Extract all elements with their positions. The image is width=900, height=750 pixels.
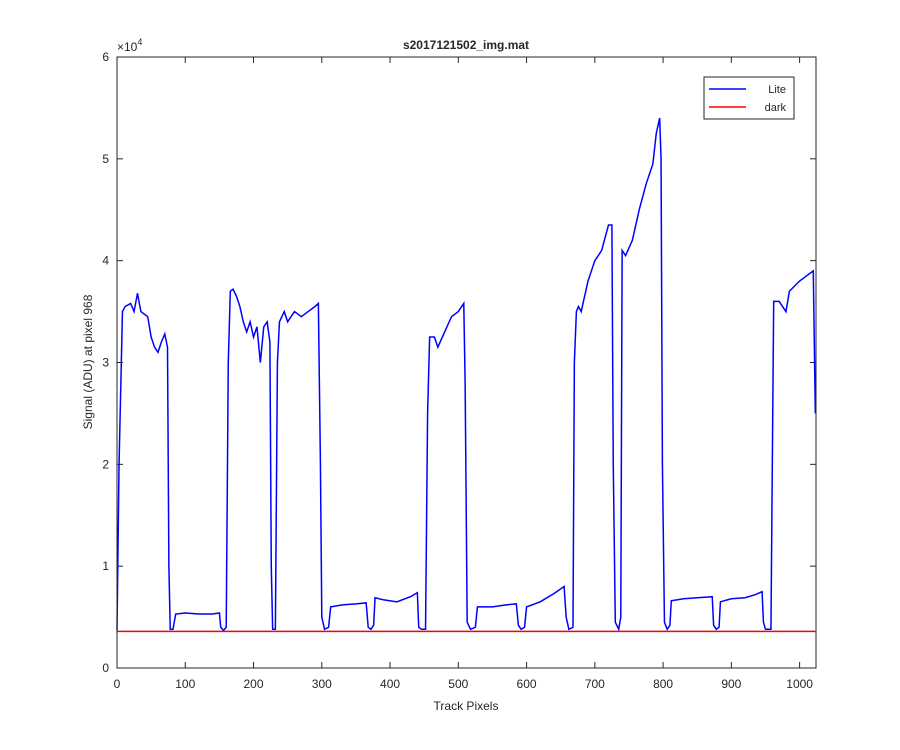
legend-box bbox=[703, 76, 795, 120]
y-multiplier-exponent: 4 bbox=[137, 37, 142, 47]
x-tick-label: 700 bbox=[585, 677, 605, 691]
x-axis-label: Track Pixels bbox=[434, 699, 499, 713]
legend-label: dark bbox=[765, 102, 787, 114]
x-tick-label: 800 bbox=[653, 677, 673, 691]
x-tick-label: 600 bbox=[517, 677, 537, 691]
y-tick-label: 0 bbox=[102, 661, 109, 675]
x-tick-label: 0 bbox=[114, 677, 121, 691]
y-multiplier: ×104 bbox=[117, 37, 142, 54]
x-tick-label: 500 bbox=[448, 677, 468, 691]
y-multiplier-base: ×10 bbox=[117, 40, 138, 54]
y-tick-label: 4 bbox=[102, 254, 109, 268]
chart-title: s2017121502_img.mat bbox=[403, 38, 529, 52]
x-tick-label: 200 bbox=[244, 677, 264, 691]
y-tick-label: 5 bbox=[102, 152, 109, 166]
axes-box bbox=[116, 56, 817, 669]
y-tick-label: 3 bbox=[102, 356, 109, 370]
y-tick-label: 6 bbox=[102, 50, 109, 64]
x-tick-label: 100 bbox=[175, 677, 195, 691]
legend-label: Lite bbox=[768, 84, 786, 96]
y-tick-label: 2 bbox=[102, 457, 109, 471]
y-axis-label: Signal (ADU) at pixel 968 bbox=[81, 294, 95, 429]
series-line bbox=[116, 117, 817, 632]
x-tick-label: 900 bbox=[721, 677, 741, 691]
x-tick-label: 300 bbox=[312, 677, 332, 691]
x-tick-label: 400 bbox=[380, 677, 400, 691]
x-tick-label: 1000 bbox=[786, 677, 813, 691]
y-tick-label: 1 bbox=[102, 559, 109, 573]
